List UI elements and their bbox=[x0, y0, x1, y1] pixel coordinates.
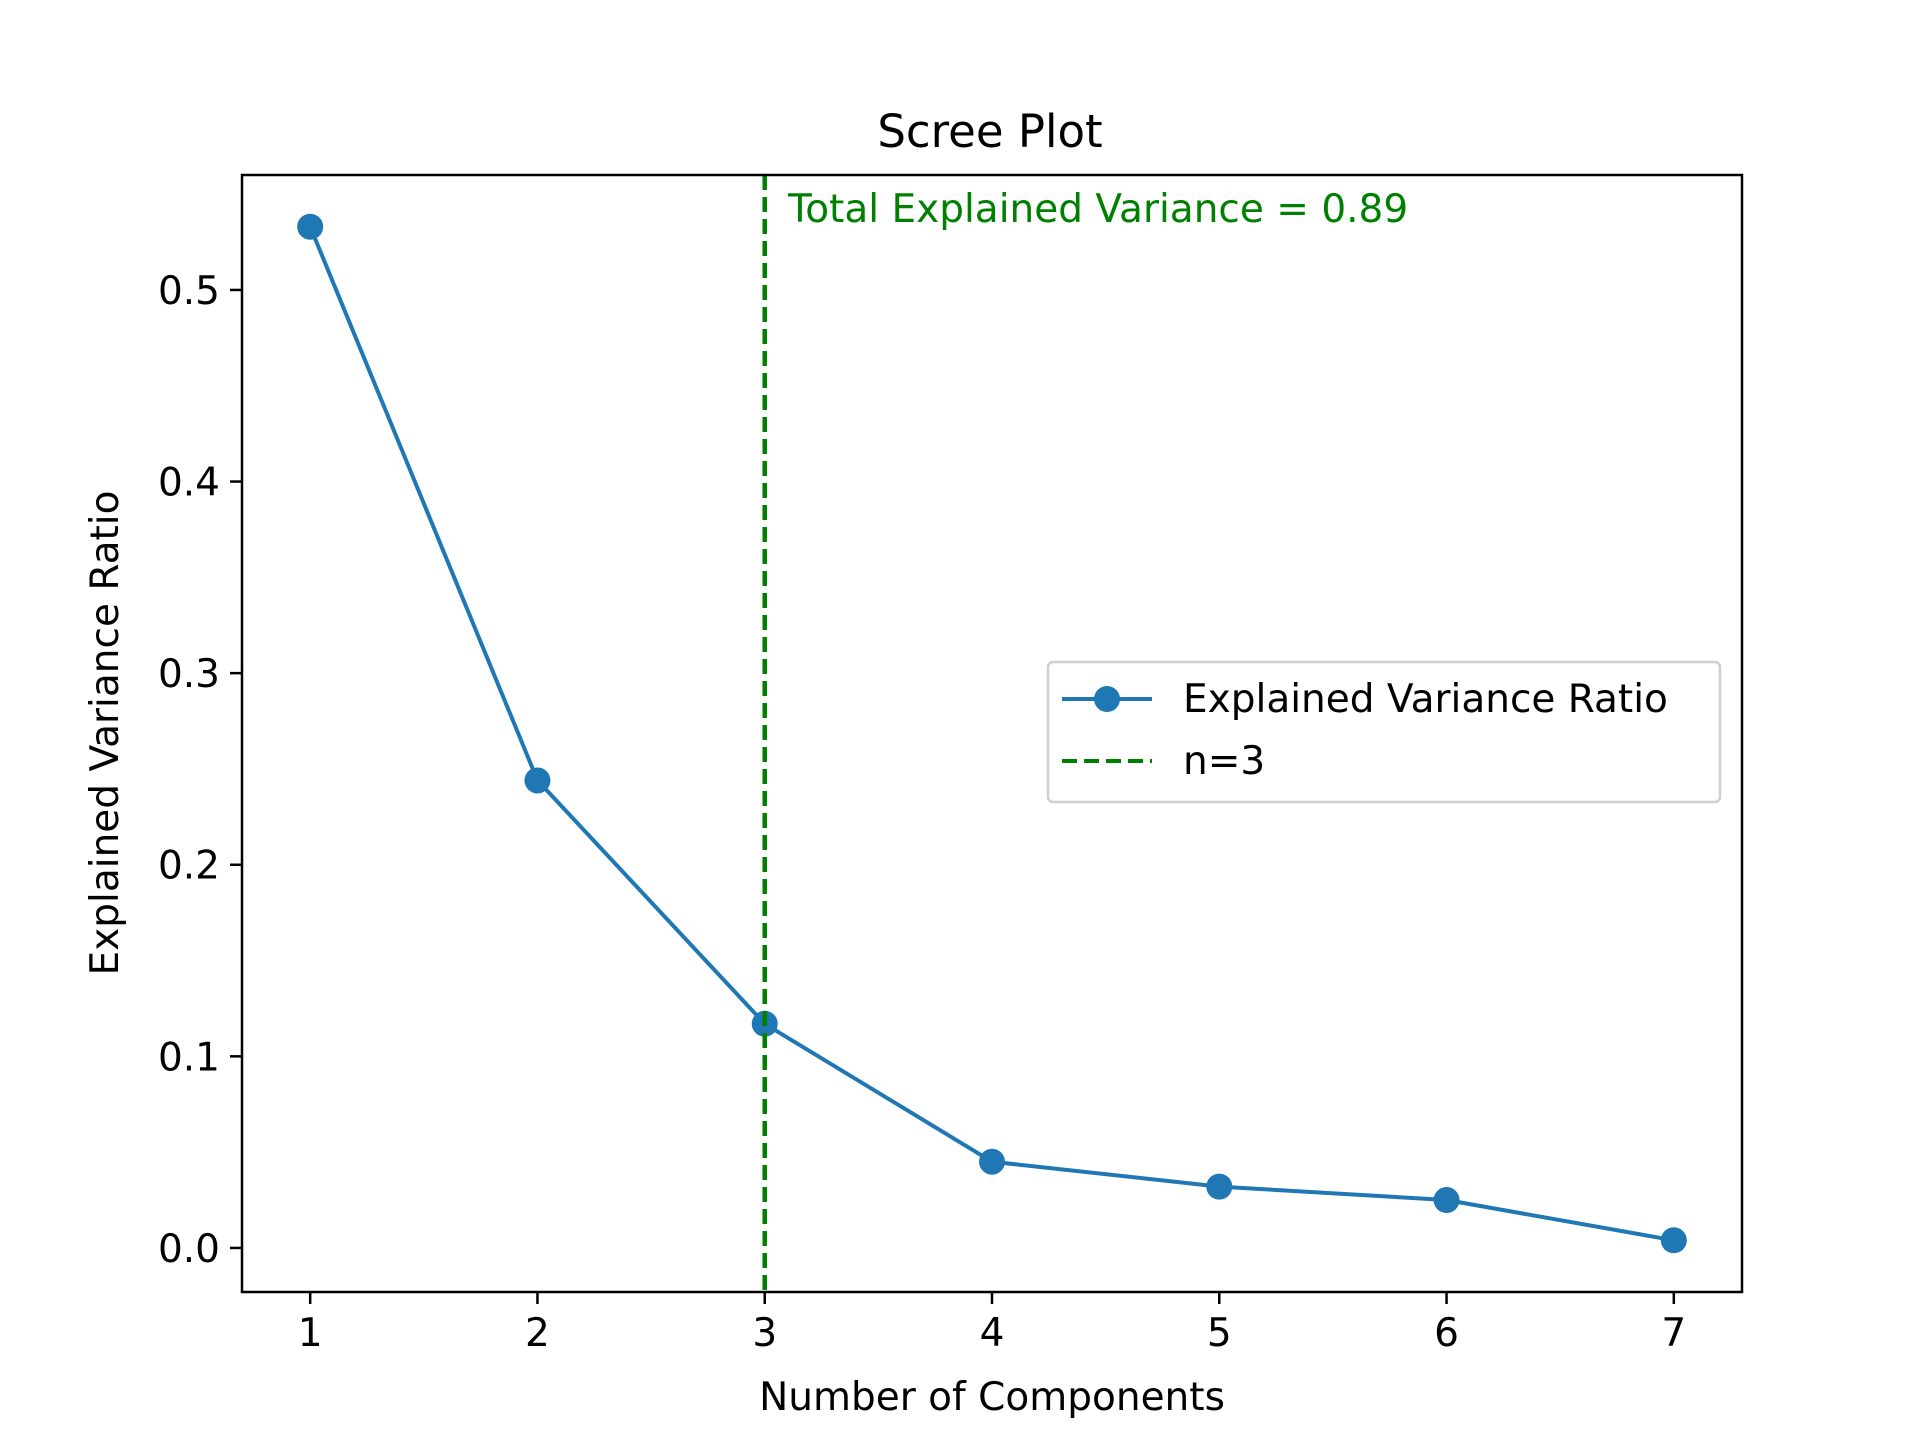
data-point bbox=[979, 1148, 1005, 1175]
x-tick-label: 1 bbox=[298, 1311, 323, 1356]
legend: Explained Variance Ratio n=3 bbox=[1046, 660, 1722, 804]
x-axis-ticks: 1 2 3 4 5 6 7 bbox=[298, 1292, 1686, 1356]
y-tick-label: 0.0 bbox=[158, 1227, 220, 1272]
data-point bbox=[1206, 1173, 1233, 1200]
data-point bbox=[524, 767, 551, 794]
x-tick-label: 6 bbox=[1434, 1311, 1459, 1356]
x-tick-label: 5 bbox=[1207, 1311, 1232, 1356]
chart-title: Scree Plot bbox=[877, 105, 1102, 158]
plot-area bbox=[297, 175, 1687, 1292]
y-tick-label: 0.3 bbox=[158, 652, 220, 697]
y-axis-label: Explained Variance Ratio bbox=[83, 491, 128, 976]
x-tick-label: 7 bbox=[1661, 1311, 1686, 1356]
y-tick-label: 0.2 bbox=[158, 844, 220, 889]
y-tick-label: 0.4 bbox=[158, 461, 220, 506]
data-point bbox=[1433, 1187, 1460, 1214]
x-tick-label: 2 bbox=[525, 1311, 550, 1356]
y-axis-ticks: 0.0 0.1 0.2 0.3 0.4 0.5 bbox=[158, 269, 242, 1272]
data-point bbox=[297, 213, 324, 240]
legend-vline-label: n=3 bbox=[1183, 739, 1265, 784]
legend-frame bbox=[1046, 660, 1722, 804]
legend-series-label: Explained Variance Ratio bbox=[1183, 677, 1668, 722]
y-tick-label: 0.1 bbox=[158, 1035, 220, 1080]
y-tick-label: 0.5 bbox=[158, 269, 220, 314]
legend-series-marker-icon bbox=[1094, 686, 1120, 712]
total-variance-annotation: Total Explained Variance = 0.89 bbox=[787, 187, 1408, 232]
x-axis-label: Number of Components bbox=[759, 1375, 1225, 1420]
x-tick-label: 4 bbox=[980, 1311, 1005, 1356]
data-point bbox=[1660, 1227, 1687, 1254]
x-tick-label: 3 bbox=[752, 1311, 777, 1356]
